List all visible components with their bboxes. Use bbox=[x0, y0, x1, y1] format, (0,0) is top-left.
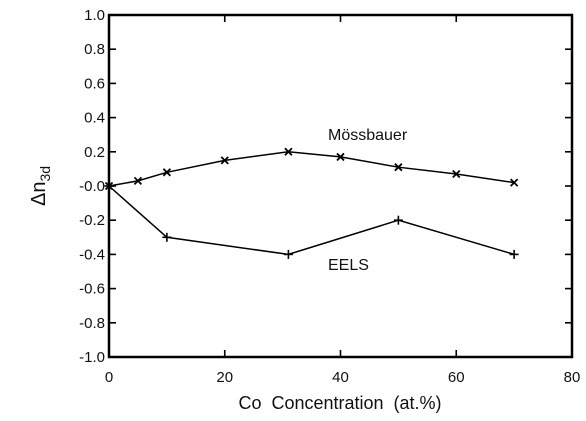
y-tick-label: -0.0 bbox=[79, 178, 105, 195]
data-point-0 bbox=[162, 168, 172, 177]
y-tick-label: -0.6 bbox=[79, 281, 105, 298]
y-axis-label: Δn3d bbox=[28, 166, 53, 206]
y-tick-label: -0.4 bbox=[79, 246, 105, 263]
x-tick-label: 80 bbox=[564, 369, 581, 386]
series-label-eels: EELS bbox=[328, 257, 369, 274]
y-axis-ticks: 1.0 0.8 0.6 0.4 0.2 -0.0 -0.2 -0.4 -0.6 -0.8 -1.0 bbox=[79, 7, 572, 366]
data-point-0 bbox=[284, 147, 293, 156]
y-axis-label-sub: 3d bbox=[37, 166, 53, 182]
data-point-1 bbox=[162, 232, 172, 242]
series-line-1 bbox=[108, 185, 515, 256]
y-tick-label: 0.2 bbox=[84, 144, 105, 161]
y-tick-label: -0.2 bbox=[79, 212, 105, 229]
data-point-1 bbox=[393, 215, 403, 225]
y-tick-label: 0.6 bbox=[84, 75, 105, 92]
data-point-1 bbox=[283, 249, 293, 259]
data-point-1 bbox=[509, 249, 519, 259]
y-tick-label: 0.4 bbox=[84, 110, 105, 127]
x-axis-label: Co Concentration (at.%) bbox=[238, 393, 441, 413]
series-label-mossbauer: Mössbauer bbox=[328, 127, 408, 144]
x-tick-label: 60 bbox=[448, 369, 465, 386]
y-axis-label-main: Δn bbox=[28, 182, 50, 206]
y-tick-label: 0.8 bbox=[84, 41, 105, 58]
y-tick-label: -0.8 bbox=[79, 315, 105, 332]
data-point-0 bbox=[336, 152, 345, 162]
x-tick-label: 40 bbox=[332, 369, 349, 386]
data-point-0 bbox=[452, 169, 461, 179]
data-point-0 bbox=[394, 163, 403, 172]
data-point-0 bbox=[509, 178, 519, 187]
data-point-0 bbox=[133, 176, 143, 186]
x-axis-ticks: 0 20 40 60 80 bbox=[105, 15, 581, 386]
y-tick-label: 1.0 bbox=[84, 7, 105, 24]
x-tick-label: 20 bbox=[216, 369, 233, 386]
data-point-0 bbox=[220, 156, 229, 165]
plot-frame bbox=[107, 13, 574, 359]
data-point-1 bbox=[104, 181, 114, 191]
y-tick-label: -1.0 bbox=[79, 349, 105, 366]
x-tick-label: 0 bbox=[105, 369, 113, 386]
series-layer bbox=[104, 147, 519, 259]
